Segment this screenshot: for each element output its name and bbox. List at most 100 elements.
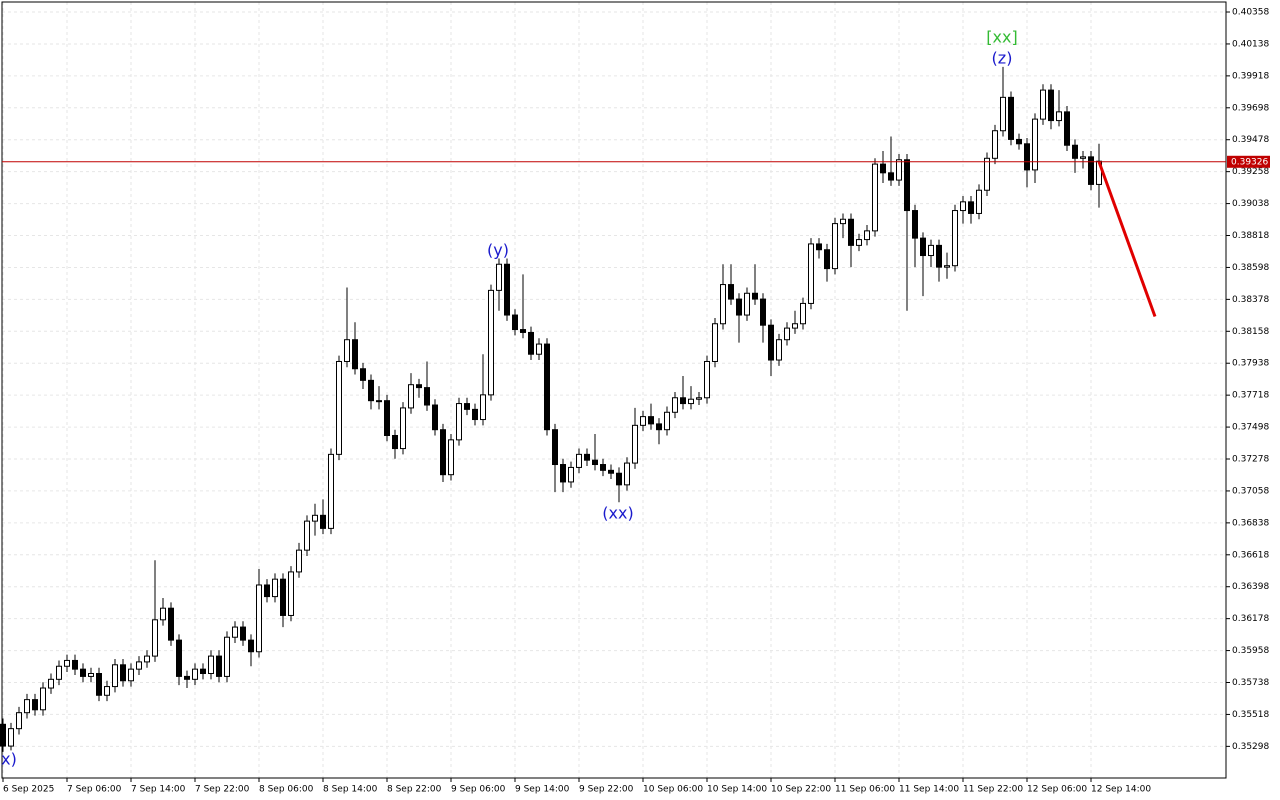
y-tick-label: 0.35958 [1232, 646, 1269, 656]
y-tick-label: 0.37938 [1232, 359, 1269, 369]
candle-body [168, 607, 174, 641]
candle-body [568, 466, 574, 483]
candle-body [440, 429, 446, 476]
candle-body [1088, 156, 1094, 185]
candle-body [1048, 89, 1054, 122]
candle-body [32, 699, 38, 711]
candle-body [240, 626, 246, 641]
candle-body [528, 331, 534, 355]
candle-body [360, 368, 366, 381]
x-tick-label: 6 Sep 2025 [3, 785, 54, 795]
candle-body [232, 626, 238, 638]
candle-body [992, 130, 998, 159]
wave-label: x) [1, 750, 17, 769]
candle-body [480, 394, 486, 421]
candle-body [472, 408, 478, 421]
candle-body [672, 397, 678, 413]
candle-body [824, 249, 830, 270]
x-tick-label: 9 Sep 22:00 [579, 785, 634, 795]
x-tick-label: 10 Sep 22:00 [771, 785, 831, 795]
candle-body [256, 584, 262, 653]
candle-body [728, 284, 734, 300]
candle-body [456, 403, 462, 441]
candle-body [1040, 89, 1046, 120]
candle-body [400, 407, 406, 450]
candle-body [136, 661, 142, 670]
wave-label: [xx] [986, 28, 1017, 47]
candle-body [976, 189, 982, 214]
candle-body [344, 339, 350, 362]
candle-body [536, 343, 542, 355]
y-tick-label: 0.36178 [1232, 614, 1269, 624]
candle-body [1072, 144, 1078, 159]
candle-body [576, 453, 582, 468]
candle-body [8, 728, 14, 747]
y-tick-label: 0.35298 [1232, 742, 1269, 752]
candle-body [552, 429, 558, 466]
y-tick-label: 0.36618 [1232, 550, 1269, 560]
candle-body [840, 218, 846, 225]
candle-body [184, 675, 190, 680]
candle-body [792, 323, 798, 329]
candle-body [328, 453, 334, 529]
candle-body [560, 464, 566, 483]
x-tick-label: 7 Sep 06:00 [67, 785, 122, 795]
y-tick-label: 0.39478 [1232, 135, 1269, 145]
y-tick-label: 0.37498 [1232, 423, 1269, 433]
candle-body [640, 416, 646, 426]
wave-label: (y) [487, 241, 509, 260]
y-tick-label: 0.40358 [1232, 8, 1269, 18]
candle-body [384, 400, 390, 436]
candle-body [280, 578, 286, 616]
candle-body [784, 327, 790, 341]
candle-body [544, 343, 550, 431]
candle-body [880, 163, 886, 174]
y-tick-label: 0.39038 [1232, 199, 1269, 209]
candle-body [304, 520, 310, 551]
candle-body [712, 323, 718, 362]
candle-body [1000, 96, 1006, 132]
x-tick-label: 9 Sep 06:00 [451, 785, 506, 795]
candle-body [72, 659, 78, 670]
candle-body [64, 659, 70, 667]
y-tick-label: 0.39698 [1232, 103, 1269, 113]
candle-body [432, 404, 438, 431]
candle-body [40, 687, 46, 711]
candle-body [600, 464, 606, 471]
y-tick-label: 0.37278 [1232, 455, 1269, 465]
candle-body [80, 668, 86, 677]
y-tick-label: 0.40138 [1232, 39, 1269, 49]
y-tick-label: 0.39258 [1232, 167, 1269, 177]
candle-body [968, 201, 974, 214]
candle-body [664, 411, 670, 431]
candle-body [264, 584, 270, 598]
candle-body [776, 339, 782, 361]
candle-body [944, 265, 950, 268]
candle-body [1008, 96, 1014, 140]
candle-body [368, 379, 374, 402]
candle-body [680, 397, 686, 405]
x-tick-label: 11 Sep 14:00 [899, 785, 959, 795]
candle-body [704, 360, 710, 399]
candle-body [608, 469, 614, 474]
y-tick-label: 0.35518 [1232, 710, 1269, 720]
candle-body [1064, 111, 1070, 146]
x-tick-label: 8 Sep 14:00 [323, 785, 378, 795]
candle-body [936, 244, 942, 268]
candle-body [888, 172, 894, 181]
candle-body [1080, 156, 1086, 159]
candle-body [512, 314, 518, 331]
candle-body [696, 397, 702, 400]
candle-body [320, 514, 326, 529]
candle-body [720, 284, 726, 325]
candle-body [656, 423, 662, 431]
candle-body [808, 243, 814, 304]
candle-body [912, 210, 918, 239]
candle-body [856, 239, 862, 246]
y-tick-label: 0.39918 [1232, 71, 1269, 81]
x-tick-label: 7 Sep 22:00 [195, 785, 250, 795]
candle-body [960, 201, 966, 212]
candle-body [272, 578, 278, 598]
